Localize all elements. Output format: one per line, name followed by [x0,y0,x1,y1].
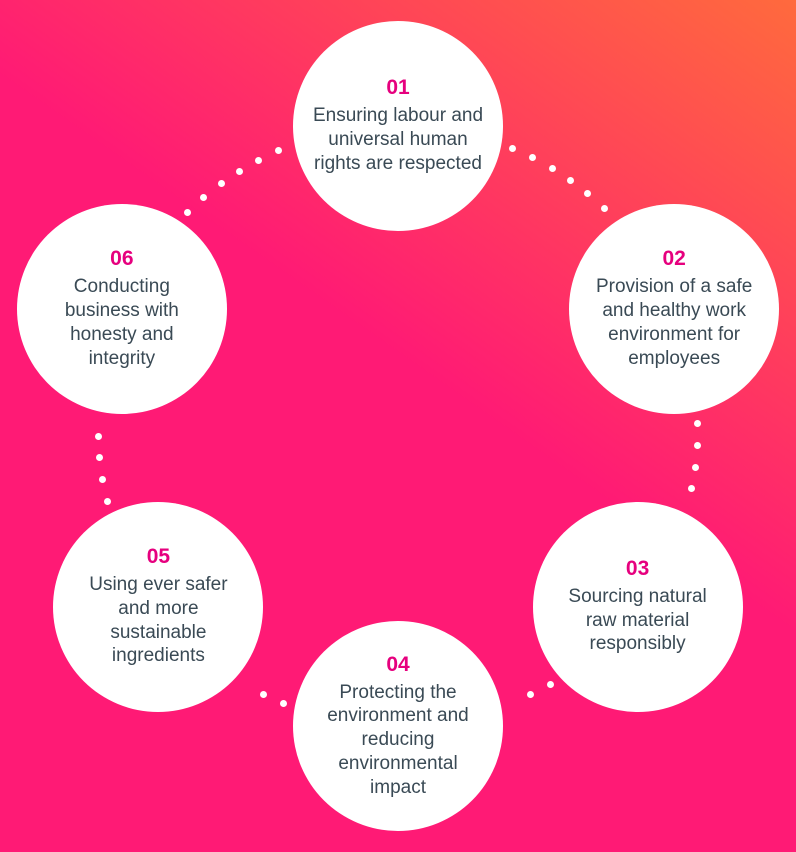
connector-dot [509,145,516,152]
connector-dot [275,147,282,154]
connector-dot [95,433,102,440]
connector-dot [694,420,701,427]
connector-dot [549,165,556,172]
connector-dot [184,209,191,216]
connector-dot [527,691,534,698]
node-text: Provision of a safe and healthy work env… [587,275,761,370]
connector-dot [567,177,574,184]
connector-dot [584,190,591,197]
node-text: Sourcing natural raw material responsibl… [551,585,725,656]
node-number: 03 [626,557,649,581]
connector-dot [529,154,536,161]
connector-dot [692,464,699,471]
circle-node: 03 Sourcing natural raw material responsi… [533,502,743,712]
connector-dot [260,691,267,698]
connector-dot [280,700,287,707]
node-text: Ensuring labour and universal human righ… [311,104,485,175]
connector-dot [601,205,608,212]
connector-dot [547,681,554,688]
connector-dot [688,485,695,492]
node-number: 06 [110,247,133,271]
connector-dot [694,442,701,449]
connector-dot [218,180,225,187]
node-text: Using ever safer and more sustainable in… [71,573,245,668]
connector-dot [255,157,262,164]
circle-node: 04 Protecting the environment and reducin… [293,621,503,831]
node-number: 01 [386,76,409,100]
circle-node: 01 Ensuring labour and universal human ri… [293,21,503,231]
node-number: 02 [662,247,685,271]
node-text: Protecting the environment and reducing … [311,681,485,800]
connector-dot [200,194,207,201]
connector-dot [96,454,103,461]
circle-node: 06 Conducting business with honesty and i… [17,204,227,414]
node-text: Conducting business with honesty and int… [35,275,209,370]
node-number: 05 [147,545,170,569]
circle-node: 02 Provision of a safe and healthy work e… [569,204,779,414]
connector-dot [104,498,111,505]
node-number: 04 [386,653,409,677]
infographic-canvas: 01 Ensuring labour and universal human ri… [0,0,796,852]
connector-dot [236,168,243,175]
circle-node: 05 Using ever safer and more sustainable … [53,502,263,712]
connector-dot [99,476,106,483]
